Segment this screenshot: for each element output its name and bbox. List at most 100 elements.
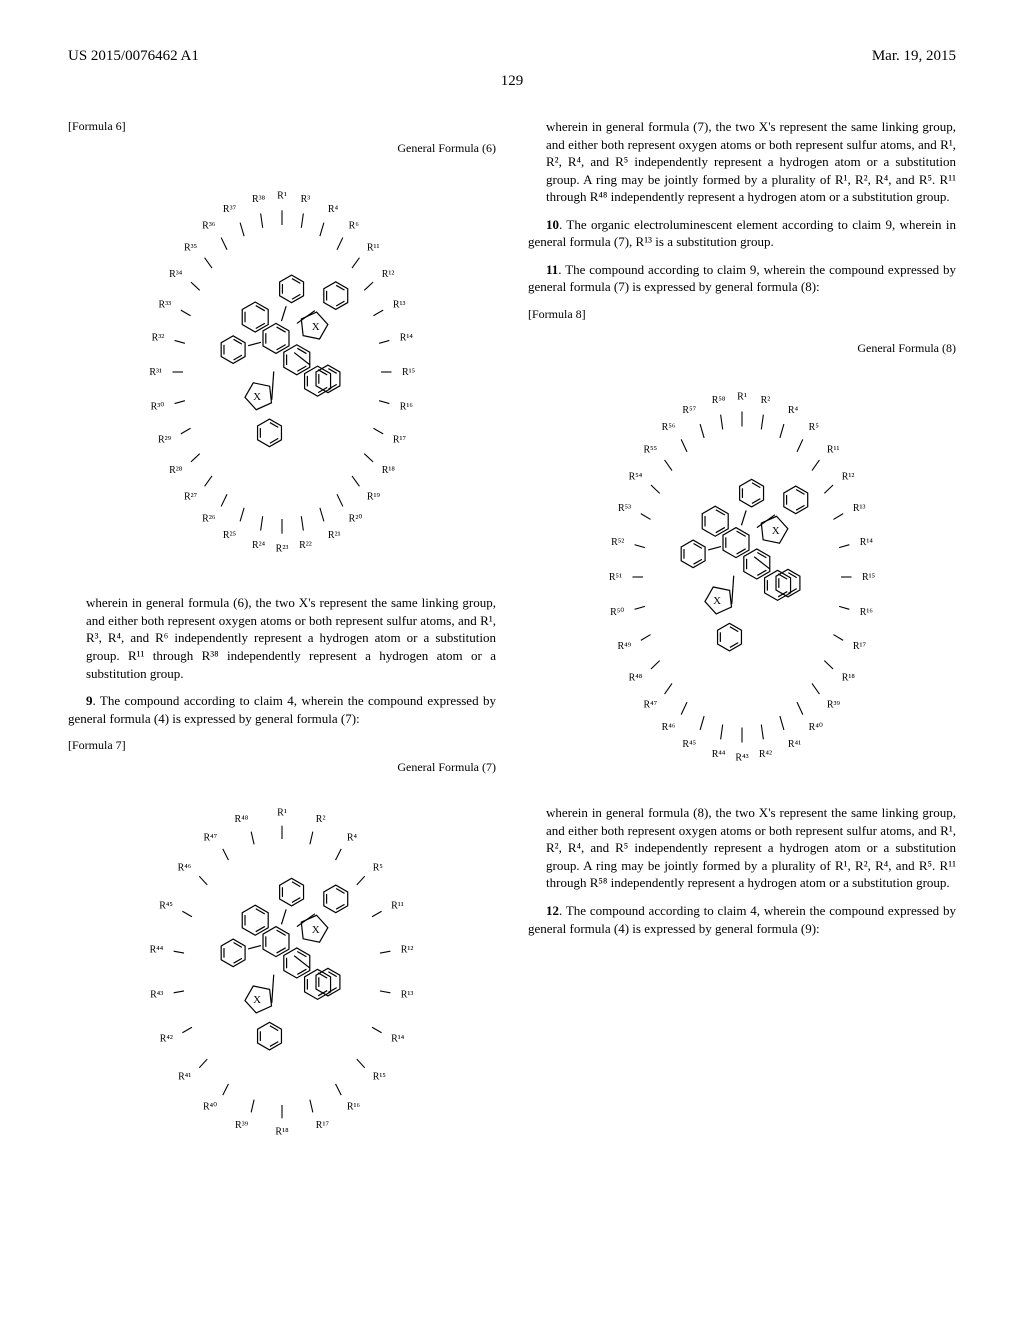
- claim-9: 9. The compound according to claim 4, wh…: [68, 692, 496, 727]
- claim-10-number: 10: [546, 217, 559, 232]
- svg-text:R¹: R¹: [277, 191, 287, 202]
- svg-text:X: X: [253, 391, 261, 403]
- svg-text:R⁴⁵: R⁴⁵: [682, 739, 696, 750]
- svg-text:R⁵⁸: R⁵⁸: [712, 395, 726, 406]
- svg-text:R¹³: R¹³: [393, 300, 406, 311]
- svg-text:R¹⁵: R¹⁵: [402, 367, 415, 378]
- svg-text:R⁴¹: R⁴¹: [788, 739, 801, 750]
- svg-text:R¹¹: R¹¹: [827, 445, 840, 456]
- svg-text:R¹⁴: R¹⁴: [391, 1033, 405, 1044]
- svg-text:X: X: [312, 321, 320, 333]
- svg-text:R³⁹: R³⁹: [827, 700, 841, 711]
- svg-text:R¹⁷: R¹⁷: [853, 641, 867, 652]
- svg-text:R⁴⁸: R⁴⁸: [235, 813, 249, 824]
- svg-text:R⁴⁴: R⁴⁴: [712, 749, 726, 760]
- svg-text:R⁵⁴: R⁵⁴: [629, 472, 643, 483]
- svg-text:R⁵³: R⁵³: [618, 503, 631, 514]
- svg-text:R⁴⁰: R⁴⁰: [203, 1101, 217, 1112]
- svg-text:R³²: R³²: [152, 333, 165, 344]
- svg-text:X: X: [312, 924, 320, 936]
- svg-text:R¹¹: R¹¹: [391, 900, 404, 911]
- svg-text:R⁴⁹: R⁴⁹: [617, 641, 631, 652]
- svg-text:R⁴: R⁴: [347, 832, 358, 843]
- svg-text:R²⁰: R²⁰: [349, 514, 363, 525]
- svg-text:R⁵: R⁵: [809, 422, 819, 433]
- svg-text:R¹⁶: R¹⁶: [347, 1101, 361, 1112]
- svg-text:R⁴³: R⁴³: [735, 753, 748, 764]
- svg-text:R³³: R³³: [158, 300, 171, 311]
- svg-text:R³⁵: R³⁵: [184, 243, 197, 254]
- svg-text:R²³: R²³: [276, 544, 289, 555]
- svg-text:R⁴⁸: R⁴⁸: [629, 673, 643, 684]
- claim-10: 10. The organic electroluminescent eleme…: [528, 216, 956, 251]
- publication-number: US 2015/0076462 A1: [68, 48, 199, 65]
- svg-text:R³¹: R³¹: [149, 367, 162, 378]
- svg-text:R³: R³: [301, 194, 311, 205]
- svg-text:R⁴⁶: R⁴⁶: [662, 722, 676, 733]
- svg-text:R¹⁸: R¹⁸: [275, 1126, 289, 1137]
- general-formula-6-label: General Formula (6): [68, 140, 496, 156]
- svg-text:R³⁴: R³⁴: [169, 269, 183, 280]
- left-column: [Formula 6] General Formula (6) X X R¹ R³ R⁴…: [68, 118, 496, 1174]
- svg-text:R¹⁵: R¹⁵: [862, 572, 875, 583]
- svg-text:R²⁸: R²⁸: [169, 465, 183, 476]
- formula-8-label: [Formula 8]: [528, 306, 956, 322]
- svg-text:R⁴⁷: R⁴⁷: [643, 700, 657, 711]
- svg-text:R⁵⁰: R⁵⁰: [610, 608, 624, 619]
- svg-text:R¹: R¹: [277, 807, 287, 818]
- claim-12-number: 12: [546, 903, 559, 918]
- svg-text:R¹⁸: R¹⁸: [842, 673, 856, 684]
- svg-text:R²⁹: R²⁹: [158, 435, 172, 446]
- svg-text:R⁵⁶: R⁵⁶: [662, 422, 676, 433]
- svg-text:R²¹: R²¹: [328, 530, 341, 541]
- svg-text:R¹⁸: R¹⁸: [382, 465, 396, 476]
- svg-text:R¹⁷: R¹⁷: [393, 435, 407, 446]
- general-formula-7-label: General Formula (7): [68, 759, 496, 775]
- publication-date: Mar. 19, 2015: [872, 48, 956, 65]
- claim-11: 11. The compound according to claim 9, w…: [528, 261, 956, 296]
- general-formula-8-label: General Formula (8): [528, 340, 956, 356]
- formula-6-description: wherein in general formula (6), the two …: [86, 594, 496, 682]
- formula-7-description: wherein in general formula (7), the two …: [546, 118, 956, 206]
- formula-6-label: [Formula 6]: [68, 118, 496, 134]
- svg-text:R¹⁵: R¹⁵: [373, 1071, 386, 1082]
- svg-text:R⁴¹: R⁴¹: [178, 1071, 191, 1082]
- svg-text:R¹⁹: R¹⁹: [367, 492, 381, 503]
- svg-text:R⁴⁶: R⁴⁶: [178, 862, 192, 873]
- page-number: 129: [68, 73, 956, 90]
- svg-text:R⁵: R⁵: [373, 862, 383, 873]
- svg-text:R⁴⁰: R⁴⁰: [809, 722, 823, 733]
- svg-text:R⁴⁷: R⁴⁷: [203, 832, 217, 843]
- claim-12: 12. The compound according to claim 4, w…: [528, 902, 956, 937]
- svg-text:R⁴: R⁴: [328, 204, 339, 215]
- formula-8-structure: XXR¹R²R⁴R⁵R¹¹R¹²R¹³R¹⁴R¹⁵R¹⁶R¹⁷R¹⁸R³⁹R⁴⁰…: [528, 362, 956, 792]
- svg-text:X: X: [713, 595, 721, 607]
- svg-text:R¹⁴: R¹⁴: [860, 537, 874, 548]
- svg-text:R¹²: R¹²: [842, 472, 855, 483]
- claim-11-text: . The compound according to claim 9, whe…: [528, 262, 956, 295]
- svg-text:R²: R²: [761, 395, 771, 406]
- svg-text:R¹³: R¹³: [853, 503, 866, 514]
- svg-text:R²: R²: [316, 813, 326, 824]
- svg-text:R⁵⁷: R⁵⁷: [682, 405, 696, 416]
- svg-text:R⁶: R⁶: [349, 221, 360, 232]
- svg-text:R¹⁷: R¹⁷: [316, 1120, 330, 1131]
- right-column: wherein in general formula (7), the two …: [528, 118, 956, 1174]
- svg-text:R⁴²: R⁴²: [759, 749, 772, 760]
- svg-text:R¹⁴: R¹⁴: [400, 333, 414, 344]
- svg-text:R³⁰: R³⁰: [151, 402, 165, 413]
- formula-7-structure: XXR¹R²R⁴R⁵R¹¹R¹²R¹³R¹⁴R¹⁵R¹⁶R¹⁷R¹⁸R³⁹R⁴⁰…: [68, 782, 496, 1162]
- svg-text:R²⁴: R²⁴: [252, 540, 266, 551]
- formula-8-description: wherein in general formula (8), the two …: [546, 804, 956, 892]
- svg-text:R⁵¹: R⁵¹: [609, 572, 622, 583]
- svg-text:R⁴⁵: R⁴⁵: [159, 900, 173, 911]
- svg-text:R¹⁶: R¹⁶: [400, 402, 414, 413]
- svg-text:R²⁵: R²⁵: [223, 530, 236, 541]
- svg-text:R²²: R²²: [299, 540, 312, 551]
- svg-text:X: X: [772, 526, 780, 538]
- svg-text:R³⁷: R³⁷: [223, 204, 237, 215]
- svg-text:R¹⁶: R¹⁶: [860, 608, 874, 619]
- svg-text:R¹²: R¹²: [382, 269, 395, 280]
- svg-text:R³⁹: R³⁹: [235, 1120, 249, 1131]
- svg-text:R⁴⁴: R⁴⁴: [150, 944, 164, 955]
